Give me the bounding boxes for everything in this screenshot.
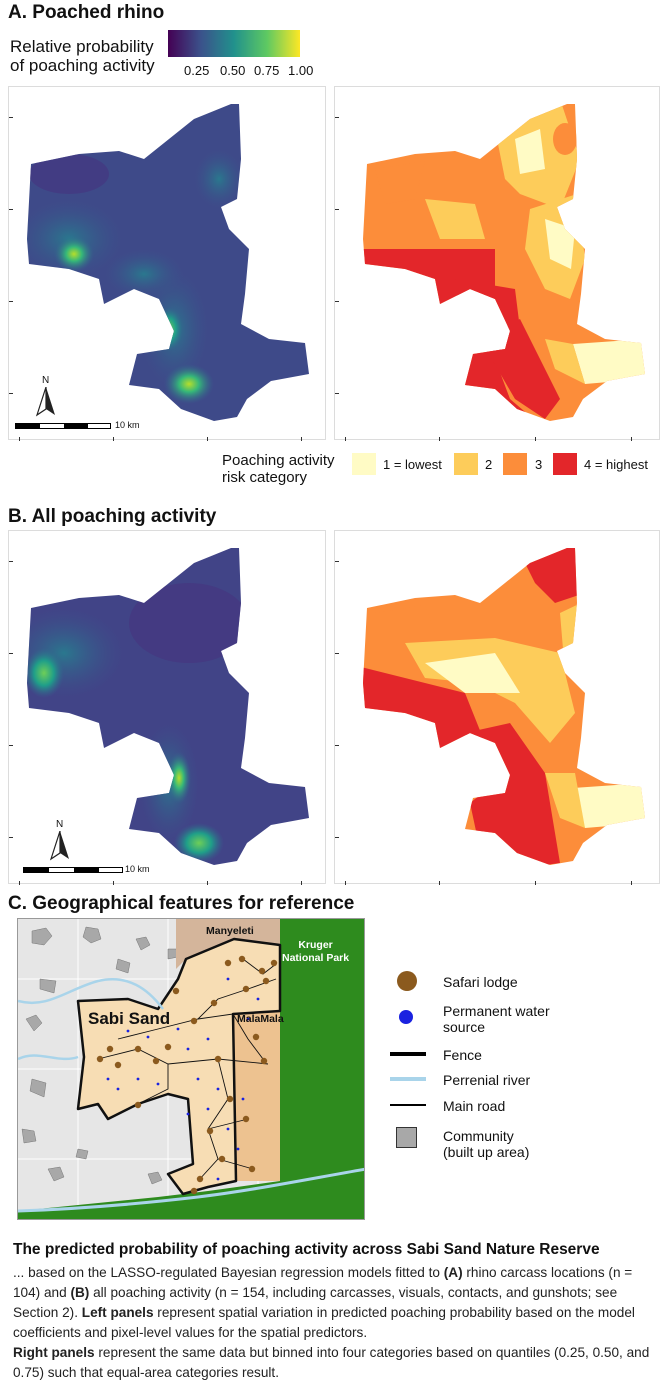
risk-swatch-2 xyxy=(454,453,478,475)
community-icon xyxy=(396,1127,417,1148)
risk-swatch-4 xyxy=(553,453,577,475)
caption-p1-c: all poaching activity (n = 154, includin… xyxy=(13,1285,618,1320)
north-label-b: N xyxy=(56,819,64,830)
risk-legend-title: Poaching activity risk category xyxy=(222,452,335,486)
label-malamala: MalaMala xyxy=(237,1013,284,1025)
north-arrow-icon-b xyxy=(49,831,69,861)
north-arrow-icon xyxy=(35,387,55,417)
risk-label-3: 3 xyxy=(535,457,543,472)
caption-label-b: (B) xyxy=(70,1285,90,1300)
map-b-probability xyxy=(27,548,309,865)
legend-community: Community (built up area) xyxy=(443,1128,530,1160)
legend-water-source: Permanent water source xyxy=(443,1003,550,1035)
colorbar-tick-1: 0.50 xyxy=(220,63,246,78)
caption-body: ... based on the LASSO-regulated Bayesia… xyxy=(13,1263,659,1380)
caption-label-a: (A) xyxy=(443,1265,463,1280)
label-kruger: Kruger National Park xyxy=(282,939,350,964)
map-a-probability-panel: N 10 km xyxy=(8,86,326,441)
water-source-icon xyxy=(399,1010,413,1024)
caption-p1-a: ... based on the LASSO-regulated Bayesia… xyxy=(13,1265,444,1280)
risk-swatch-3 xyxy=(503,453,527,475)
risk-label-4: 4 = highest xyxy=(584,457,648,472)
lodge-icon xyxy=(397,971,417,991)
colorbar-tick-2: 0.75 xyxy=(254,63,280,78)
scale-bar xyxy=(15,423,111,429)
map-a-risk xyxy=(363,104,645,421)
colorbar-title: Relative probability of poaching activit… xyxy=(10,37,155,75)
caption-left-text: represent spatial variation in predicted… xyxy=(13,1305,635,1340)
map-a-probability xyxy=(27,104,309,421)
caption-right-text: represent the same data but binned into … xyxy=(13,1345,650,1380)
label-sabi-sand: Sabi Sand xyxy=(88,1009,171,1028)
section-a-title: A. Poached rhino xyxy=(8,2,165,23)
viridis-colorbar xyxy=(168,30,300,57)
colorbar-tick-3: 1.00 xyxy=(288,63,314,78)
scale-bar-b xyxy=(23,867,123,873)
label-manyeleti: Manyeleti xyxy=(206,925,254,937)
road-icon xyxy=(390,1104,426,1106)
section-b-title: B. All poaching activity xyxy=(8,506,217,527)
fence-icon xyxy=(390,1052,426,1056)
north-label: N xyxy=(42,375,50,386)
legend-road: Main road xyxy=(443,1098,506,1114)
section-c-title: C. Geographical features for reference xyxy=(8,893,355,914)
colorbar-tick-0: 0.25 xyxy=(184,63,210,78)
map-b-risk xyxy=(363,548,645,865)
map-b-probability-panel: N 10 km xyxy=(8,530,326,885)
caption-right-label: Right panels xyxy=(13,1345,95,1360)
caption-left-label: Left panels xyxy=(81,1305,154,1320)
risk-label-2: 2 xyxy=(485,457,493,472)
reference-map: Manyeleti Kruger National Park Sabi Sand… xyxy=(17,918,365,1220)
caption-p1-b: rhino carcass locations (n = 104) and xyxy=(13,1265,633,1300)
river-icon xyxy=(390,1077,426,1081)
scale-bar-label-b: 10 km xyxy=(125,864,150,874)
caption-title: The predicted probability of poaching ac… xyxy=(13,1241,600,1258)
map-b-risk-panel xyxy=(334,530,660,885)
legend-fence: Fence xyxy=(443,1047,482,1063)
risk-label-1: 1 = lowest xyxy=(383,457,442,472)
map-a-risk-panel xyxy=(334,86,660,441)
scale-bar-label: 10 km xyxy=(115,420,140,430)
legend-safari-lodge: Safari lodge xyxy=(443,974,518,990)
risk-swatch-1 xyxy=(352,453,376,475)
legend-river: Perrenial river xyxy=(443,1072,531,1088)
